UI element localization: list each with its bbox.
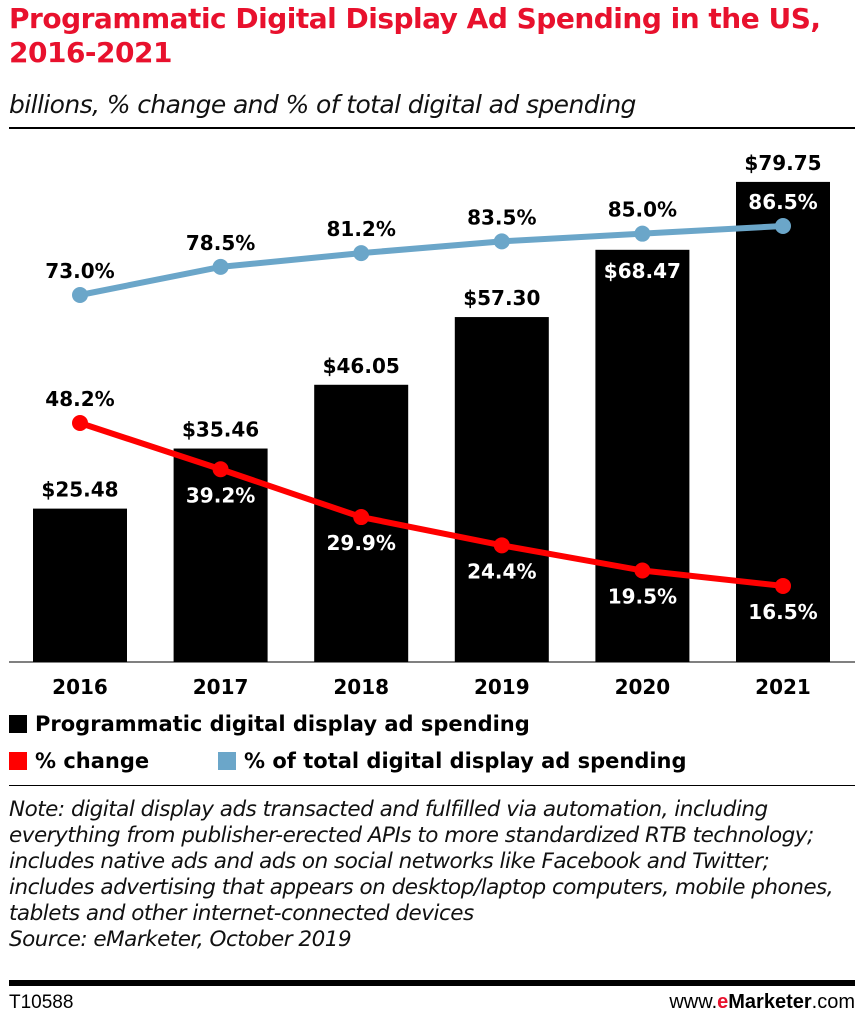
change-point (493, 537, 510, 554)
share-value-label: 85.0% (608, 198, 677, 222)
bar-2020 (595, 249, 690, 662)
change-value-label: 29.9% (327, 531, 396, 555)
bar-2016 (33, 508, 127, 662)
share-point (72, 287, 88, 303)
legend-swatch-black (9, 715, 27, 733)
change-value-label: 48.2% (45, 387, 114, 411)
note: Note: digital display ads transacted and… (9, 797, 859, 953)
legend-label: % change (35, 749, 150, 773)
chart-title: Programmatic Digital Display Ad Spending… (9, 2, 821, 69)
bar-value-label: $79.75 (744, 151, 821, 175)
brand-e: e (717, 991, 729, 1013)
brand-main: Marketer (728, 991, 812, 1013)
note-text: Note: digital display ads transacted and… (9, 797, 834, 926)
x-tick-label: 2017 (193, 675, 249, 699)
brand-pre: www. (669, 991, 718, 1013)
chart-id: T10588 (9, 992, 74, 1013)
change-point (212, 461, 229, 478)
change-point (634, 562, 651, 579)
share-point (634, 225, 651, 242)
change-value-label: 24.4% (467, 559, 536, 583)
legend-item-change: % change (9, 749, 149, 773)
title-divider (9, 127, 855, 129)
change-line (79, 420, 784, 589)
x-tick-label: 2021 (755, 675, 811, 699)
bar-value-label: $25.48 (41, 478, 118, 502)
legend-item-share: % of total digital display ad spending (218, 749, 687, 773)
share-value-label: 81.2% (327, 217, 396, 241)
chart-plot: 2016 2017 2018 2019 2020 2021 $25.48 $35.46 $46.… (9, 151, 855, 699)
change-value-label: 19.5% (608, 585, 677, 609)
legend-divider (9, 785, 855, 786)
legend-label: Programmatic digital display ad spending (35, 712, 530, 736)
share-point (493, 233, 510, 250)
change-point (775, 577, 791, 594)
bar-value-label: $35.46 (182, 418, 259, 442)
share-value-label: 83.5% (467, 205, 536, 229)
share-value-label: 78.5% (186, 231, 255, 255)
legend-label: % of total digital display ad spending (244, 749, 687, 773)
source-text: Source: eMarketer, October 2019 (9, 927, 352, 952)
share-line (79, 223, 784, 298)
bar-value-label: $68.47 (604, 259, 681, 283)
share-value-label: 86.5% (748, 190, 817, 214)
change-point (72, 415, 88, 431)
bar-2019 (454, 317, 549, 662)
x-tick-label: 2018 (333, 675, 389, 699)
change-value-label: 39.2% (186, 483, 255, 507)
change-point (353, 509, 370, 526)
legend-item-spending: Programmatic digital display ad spending (9, 712, 530, 736)
bar-value-label: $57.30 (463, 286, 540, 310)
chart-subtitle: billions, % change and % of total digita… (9, 90, 636, 119)
bar-value-label: $46.05 (323, 354, 400, 378)
footer-divider (9, 980, 855, 986)
bar-2017 (173, 448, 268, 662)
x-tick-label: 2016 (52, 675, 108, 699)
brand-logo: www.eMarketer.com (669, 991, 855, 1014)
x-tick-label: 2020 (615, 675, 671, 699)
x-tick-label: 2019 (474, 675, 530, 699)
share-value-label: 73.0% (45, 259, 114, 283)
share-point (353, 245, 370, 262)
legend-swatch-red (9, 752, 27, 770)
brand-post: .com (811, 991, 855, 1013)
share-point (212, 258, 229, 275)
change-value-label: 16.5% (748, 600, 817, 624)
legend-swatch-blue (218, 752, 236, 770)
share-point (775, 218, 791, 235)
